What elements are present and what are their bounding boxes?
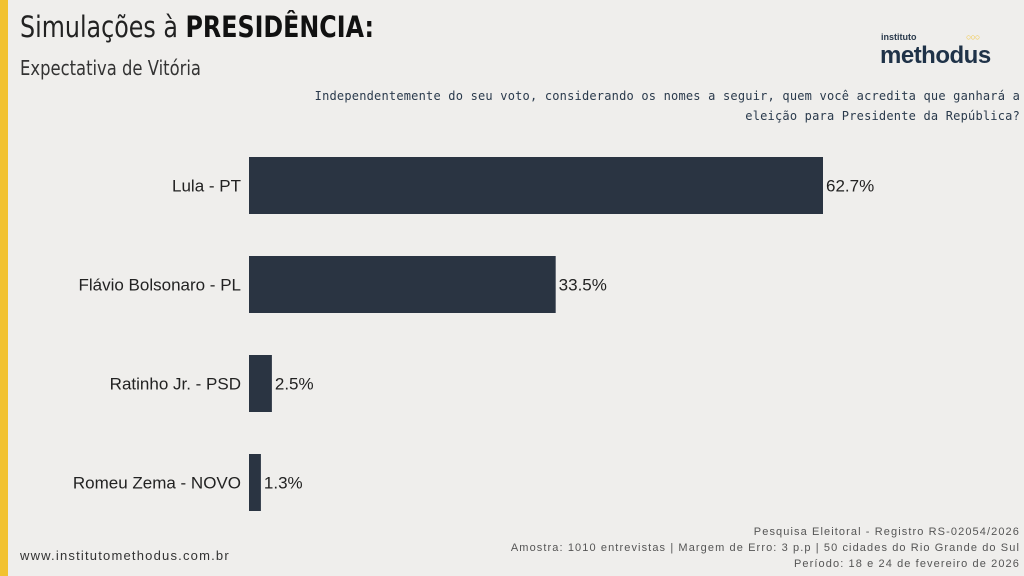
bar bbox=[249, 454, 261, 511]
logo-big-text: methodus bbox=[880, 42, 991, 69]
bar bbox=[249, 157, 823, 214]
methodus-logo: instituto ○○○ methodus bbox=[880, 32, 992, 70]
website-url[interactable]: www.institutomethodus.com.br bbox=[20, 548, 230, 563]
value-label: 1.3% bbox=[264, 474, 303, 493]
page-subtitle: Expectativa de Vitória bbox=[20, 56, 201, 80]
amostra-text: Amostra: 1010 entrevistas | Margem de Er… bbox=[510, 542, 1020, 554]
registro-text: Pesquisa Eleitoral - Registro RS-02054/2… bbox=[753, 526, 1020, 538]
logo-rings-icon: ○○○ bbox=[966, 32, 980, 42]
category-label: Romeu Zema - NOVO bbox=[73, 474, 241, 493]
value-label: 33.5% bbox=[559, 276, 607, 295]
value-label: 2.5% bbox=[275, 375, 314, 394]
survey-metadata: Pesquisa Eleitoral - Registro RS-02054/2… bbox=[511, 524, 1020, 572]
value-label: 62.7% bbox=[826, 177, 874, 196]
title-prefix: Simulações à bbox=[20, 10, 186, 44]
logo-small-text: instituto bbox=[881, 32, 917, 42]
bar bbox=[249, 355, 272, 412]
bar bbox=[249, 256, 556, 313]
survey-question: Independentemente do seu voto, considera… bbox=[314, 89, 1020, 123]
category-label: Flávio Bolsonaro - PL bbox=[78, 276, 241, 295]
category-label: Lula - PT bbox=[172, 177, 241, 196]
accent-bar bbox=[0, 0, 8, 576]
periodo-text: Período: 18 e 24 de fevereiro de 2026 bbox=[793, 558, 1020, 570]
page-title: Simulações à PRESIDÊNCIA: bbox=[20, 10, 374, 44]
title-bold: PRESIDÊNCIA: bbox=[185, 10, 374, 44]
category-label: Ratinho Jr. - PSD bbox=[110, 375, 241, 394]
